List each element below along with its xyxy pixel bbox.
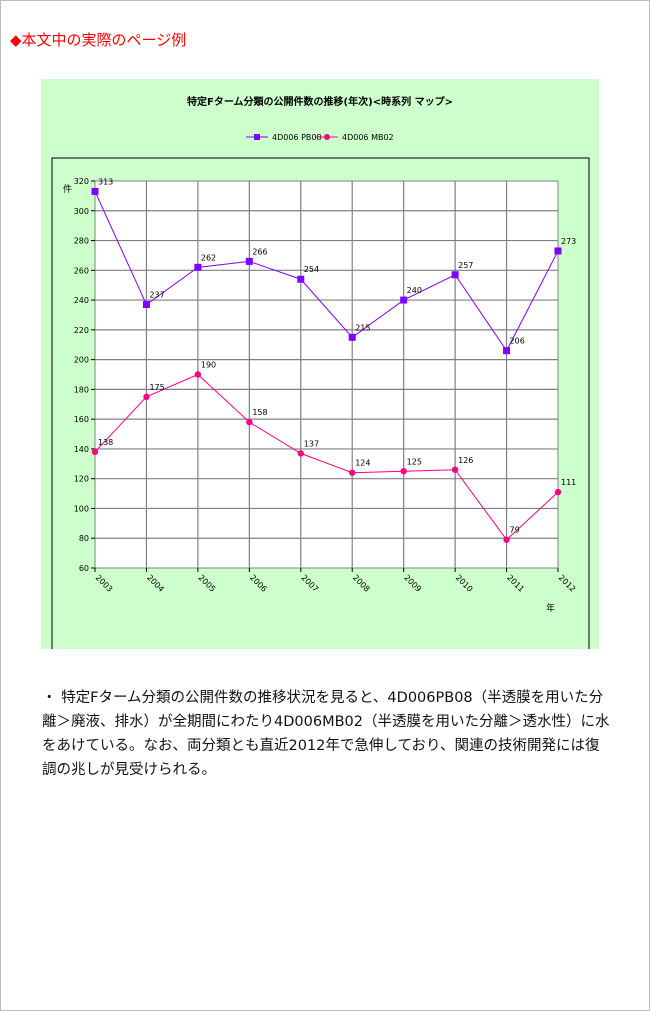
x-tick-label: 2005 xyxy=(196,573,217,594)
data-point-marker xyxy=(400,296,408,304)
data-point-marker xyxy=(400,468,407,475)
data-point-marker xyxy=(91,448,99,456)
data-label: 240 xyxy=(407,286,422,295)
line-chart: 特定Fターム分類の公開件数の推移(年次)<時系列 マップ> 4D006 PB08… xyxy=(51,95,590,649)
y-tick-label: 80 xyxy=(79,534,89,543)
chart-series: 313 237 262 266 254 215 240 257 206 273 138 175 190 1… xyxy=(91,177,576,543)
section-title: ◆本文中の実際のページ例 xyxy=(10,31,187,49)
y-tick-label: 220 xyxy=(74,326,89,335)
data-point-marker xyxy=(245,257,253,265)
data-point-marker xyxy=(348,333,356,341)
series-line-1 xyxy=(94,191,559,352)
y-tick-label: 260 xyxy=(74,266,89,275)
chart-grid xyxy=(95,181,558,568)
y-tick-label: 140 xyxy=(74,445,89,454)
y-tick-label: 120 xyxy=(74,475,89,484)
x-tick-label: 2010 xyxy=(454,573,475,594)
plot-border xyxy=(51,157,590,649)
data-point-marker xyxy=(143,393,150,401)
data-label: 262 xyxy=(201,253,216,262)
x-tick-label: 2008 xyxy=(351,573,372,594)
chart-legend: 4D006 PB08 4D006 MB02 xyxy=(246,133,394,142)
data-label: 138 xyxy=(98,438,113,447)
y-tick-label: 300 xyxy=(74,207,89,216)
legend-marker xyxy=(324,134,330,140)
x-tick-label: 2006 xyxy=(248,573,269,594)
data-point-marker xyxy=(194,263,202,271)
data-point-marker xyxy=(349,469,356,476)
data-label: 124 xyxy=(355,459,370,468)
data-label: 137 xyxy=(304,439,319,448)
data-label: 79 xyxy=(510,526,520,535)
data-point-marker xyxy=(554,247,562,255)
y-tick-label: 160 xyxy=(74,415,89,424)
body-paragraph: ・ 特定Fターム分類の公開件数の推移状況を見ると、4D006PB08（半透膜を用… xyxy=(42,690,610,778)
data-point-marker xyxy=(503,536,510,543)
y-tick-label: 60 xyxy=(79,564,89,573)
x-tick-label: 2007 xyxy=(299,573,320,594)
y-axis-title: 件 xyxy=(63,183,72,195)
y-tick-label: 240 xyxy=(74,296,89,305)
data-label: 111 xyxy=(561,478,576,487)
legend-label: 4D006 PB08 xyxy=(272,133,322,142)
y-tick-label: 200 xyxy=(74,356,89,365)
legend-marker xyxy=(254,134,260,140)
data-label: 126 xyxy=(458,456,473,465)
y-axis: 60 80 100 120 140 160 180 200 220 240 260 280 300 320 xyxy=(74,177,95,573)
y-tick-label: 280 xyxy=(74,237,89,246)
x-tick-label: 2004 xyxy=(145,573,166,594)
data-label: 313 xyxy=(98,177,113,186)
data-point-marker xyxy=(451,466,459,473)
legend-label: 4D006 MB02 xyxy=(342,133,394,142)
data-point-marker xyxy=(503,347,511,355)
x-axis-title: 年 xyxy=(546,602,555,614)
data-point-marker xyxy=(297,450,304,457)
data-label: 125 xyxy=(407,457,422,466)
data-point-marker xyxy=(451,271,459,279)
x-axis: 2003 2004 2005 2006 2007 2008 2009 2010 2011 2012 xyxy=(94,568,578,594)
data-point-marker xyxy=(91,187,99,195)
data-label: 175 xyxy=(149,383,164,392)
chart-panel: 特定Fターム分類の公開件数の推移(年次)<時系列 マップ> 4D006 PB08… xyxy=(41,79,599,649)
plot-area xyxy=(94,180,559,569)
y-tick-label: 100 xyxy=(74,504,89,513)
x-tick-label: 2003 xyxy=(94,573,115,594)
x-tick-label: 2011 xyxy=(505,573,526,594)
chart-title: 特定Fターム分類の公開件数の推移(年次)<時系列 マップ> xyxy=(187,95,453,108)
x-tick-label: 2012 xyxy=(557,573,578,594)
data-label: 190 xyxy=(201,361,216,370)
data-point-marker xyxy=(142,301,150,309)
data-label: 206 xyxy=(510,337,525,346)
series-line-2 xyxy=(94,373,559,541)
y-tick-label: 180 xyxy=(74,385,89,394)
data-label: 257 xyxy=(458,261,473,270)
data-point-marker xyxy=(554,488,562,496)
data-label: 215 xyxy=(355,323,370,332)
data-label: 254 xyxy=(304,265,319,274)
data-point-marker xyxy=(297,275,305,283)
data-point-marker xyxy=(246,418,253,426)
x-tick-label: 2009 xyxy=(402,573,423,594)
data-point-marker xyxy=(194,371,202,378)
data-label: 266 xyxy=(252,247,267,256)
data-label: 158 xyxy=(252,408,267,417)
y-tick-label: 320 xyxy=(74,177,89,186)
data-label: 237 xyxy=(149,291,164,300)
data-label: 273 xyxy=(561,237,576,246)
